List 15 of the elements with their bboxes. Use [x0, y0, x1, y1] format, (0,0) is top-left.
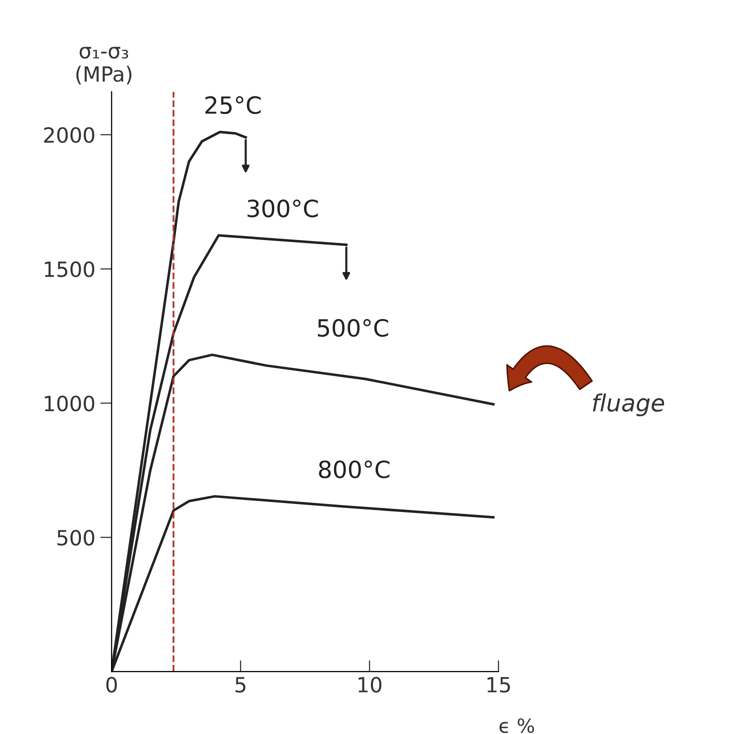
series-label: 800°C	[318, 460, 390, 478]
x-tick-label: 10	[358, 676, 382, 693]
series-label: 300°C	[248, 200, 318, 218]
y-tick-label: 1000	[44, 396, 94, 412]
series-label: 500°C	[318, 318, 388, 337]
x-tick-label: 0	[106, 676, 117, 693]
x-tick-label: 15	[488, 677, 510, 693]
y-tick-label: 2000	[44, 127, 94, 143]
series-label: 25°C	[205, 96, 261, 114]
y-axis-title: σ₁-σ₃ (MPa)	[76, 46, 132, 84]
x-axis-title: ϵ %	[500, 718, 534, 734]
y-tick-label: 1500	[44, 261, 94, 278]
x-tick-label: 5	[236, 677, 246, 693]
text: fluage	[592, 393, 664, 416]
y-tick-label: 500	[57, 530, 94, 546]
